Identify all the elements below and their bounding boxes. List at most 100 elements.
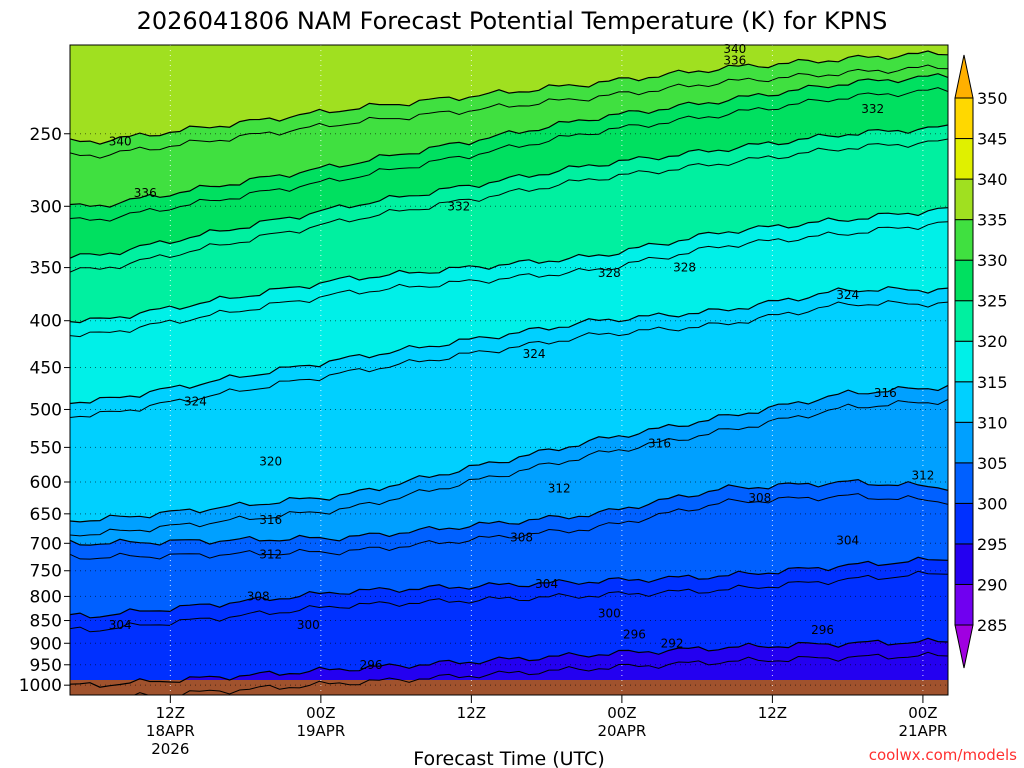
colorbar-box-7	[954, 340, 974, 383]
y-tick-label-800: 800	[30, 587, 62, 607]
colorbar-box-2	[954, 543, 974, 585]
y-tick-label-850: 850	[30, 612, 62, 632]
contour-theta-324-K	[70, 286, 948, 405]
colorbar-box-13	[954, 97, 974, 140]
contour-label-22: 296	[811, 623, 834, 637]
x-axis-label: Forecast Time (UTC)	[413, 748, 604, 768]
contour-label-28: 336	[723, 54, 746, 68]
x-tick-label-6-1: 12Z	[156, 704, 185, 722]
contour-minor-8	[70, 64, 948, 159]
colorbar-label-320: 320	[977, 332, 1008, 351]
contour-label-5: 324	[184, 394, 207, 408]
colorbar-box-1	[954, 583, 974, 626]
colorbar-label-285: 285	[977, 616, 1008, 635]
colorbar-label-305: 305	[977, 454, 1008, 473]
contour-label-8: 312	[259, 548, 282, 562]
contour-label-24: 316	[874, 386, 897, 400]
contour-label-14: 316	[648, 437, 671, 451]
contour-theta-332-K	[70, 124, 948, 259]
contour-label-11: 300	[297, 618, 320, 632]
contour-label-20: 308	[748, 491, 771, 505]
contour-theta-328-K	[70, 207, 948, 324]
contour-theta-296-K	[70, 637, 948, 688]
contour-label-26: 328	[673, 261, 696, 275]
contour-label-10: 304	[109, 618, 132, 632]
colorbar-label-315: 315	[977, 373, 1008, 392]
contour-label-25: 324	[836, 288, 859, 302]
colorbar-box-4	[954, 462, 974, 504]
contour-label-16: 304	[535, 577, 558, 591]
pressure-axis: 2503003504004505005506006507007508008509…	[19, 125, 70, 696]
contour-label-18: 296	[623, 627, 646, 641]
contour-label-19: 292	[661, 636, 684, 650]
y-tick-label-550: 550	[30, 438, 62, 458]
y-tick-label-1000: 1000	[19, 676, 62, 696]
contour-theta-304-K	[70, 556, 948, 619]
theta-color-bands	[70, 45, 948, 695]
colorbar-box-9	[954, 259, 974, 302]
colorbar-box-12	[954, 138, 974, 180]
gridlines	[70, 45, 948, 695]
colorbar-label-330: 330	[977, 251, 1008, 270]
contour-label-0: 340	[109, 135, 132, 149]
contour-label-6: 320	[259, 455, 282, 469]
ground-surface	[70, 680, 948, 695]
y-tick-label-500: 500	[30, 400, 62, 420]
contour-minor-3	[70, 398, 948, 537]
contour-label-3: 328	[598, 266, 621, 280]
contour-theta-336-K	[70, 73, 948, 208]
x-tick-label-6-3: 2026	[151, 740, 189, 758]
colorbar-box-3	[954, 502, 974, 545]
contour-minor-1	[70, 570, 948, 633]
x-tick-label-66-2: 21APR	[899, 722, 948, 740]
colorbar-label-340: 340	[977, 170, 1008, 189]
colorbar-label-310: 310	[977, 413, 1008, 432]
x-tick-label-6-2: 18APR	[146, 722, 195, 740]
watermark-text: coolwx.com/models	[869, 746, 1017, 764]
contour-label-17: 300	[598, 606, 621, 620]
x-tick-label-42-2: 20APR	[597, 722, 646, 740]
contour-label-29: 340	[723, 42, 746, 56]
chart-title: 2026041806 NAM Forecast Potential Temper…	[137, 7, 888, 35]
colorbar-box-11	[954, 178, 974, 221]
contour-label-7: 316	[259, 513, 282, 527]
colorbar-label-345: 345	[977, 130, 1008, 149]
contour-theta-316-K	[70, 384, 948, 523]
colorbar-label-300: 300	[977, 494, 1008, 513]
colorbar-box-5	[954, 421, 974, 464]
contour-label-9: 308	[247, 589, 270, 603]
contour-label-2: 332	[447, 199, 470, 213]
theta-contours	[70, 50, 948, 695]
x-tick-label-54-1: 12Z	[758, 704, 787, 722]
y-tick-label-950: 950	[30, 656, 62, 676]
contour-label-15: 308	[510, 531, 533, 545]
y-tick-label-900: 900	[30, 634, 62, 654]
y-tick-label-750: 750	[30, 562, 62, 582]
y-tick-label-650: 650	[30, 505, 62, 525]
contour-label-4: 324	[523, 347, 546, 361]
colorbar-arrow-high	[954, 54, 974, 99]
contour-label-1: 336	[134, 186, 157, 200]
colorbar-label-295: 295	[977, 535, 1008, 554]
colorbar-label-335: 335	[977, 211, 1008, 230]
contour-minor-5	[70, 221, 948, 338]
colorbar-legend: 285 290 295 300 305 310 315 320 325 330 335 340 345 3…	[954, 54, 1008, 669]
colorbar-arrow-low	[954, 624, 974, 669]
plot-frame	[69, 44, 949, 696]
contour-minor-4	[70, 300, 948, 418]
contour-minor-6	[70, 138, 948, 273]
x-tick-label-66-1: 00Z	[908, 704, 937, 722]
colorbar-label-350: 350	[977, 89, 1008, 108]
y-tick-label-300: 300	[30, 197, 62, 217]
contour-label-27: 332	[861, 102, 884, 116]
y-tick-label-450: 450	[30, 359, 62, 379]
colorbar-label-290: 290	[977, 575, 1008, 594]
colorbar-box-6	[954, 381, 974, 423]
contour-label-12: 296	[360, 658, 383, 672]
colorbar-box-8	[954, 300, 974, 342]
colorbar-label-325: 325	[977, 292, 1008, 311]
y-tick-label-600: 600	[30, 473, 62, 493]
